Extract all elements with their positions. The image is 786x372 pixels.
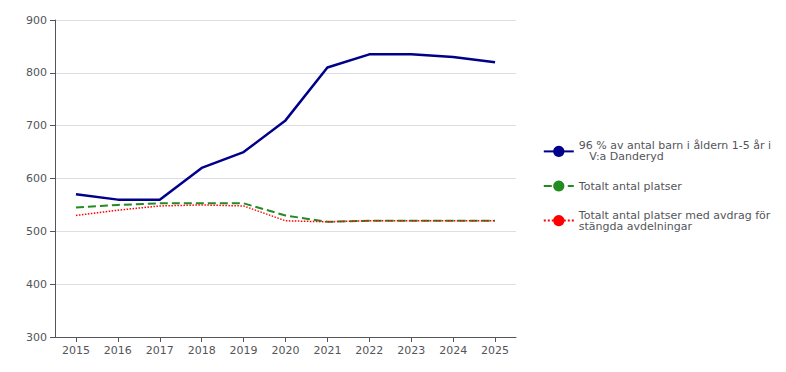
svg-text:2020: 2020	[272, 344, 300, 357]
svg-text:400: 400	[26, 278, 47, 291]
svg-text:700: 700	[26, 119, 47, 132]
svg-text:96 % av antal barn i åldern 1-: 96 % av antal barn i åldern 1-5 år i	[578, 139, 771, 153]
svg-text:2025: 2025	[481, 344, 509, 357]
svg-text:300: 300	[26, 331, 47, 344]
svg-text:2023: 2023	[397, 344, 425, 357]
svg-text:900: 900	[26, 14, 47, 27]
svg-text:600: 600	[26, 172, 47, 185]
svg-text:V:a Danderyd: V:a Danderyd	[579, 150, 664, 163]
svg-text:500: 500	[26, 225, 47, 238]
svg-text:2017: 2017	[146, 344, 174, 357]
svg-text:2024: 2024	[439, 344, 467, 357]
svg-text:Totalt antal platser med avdra: Totalt antal platser med avdrag för	[578, 208, 771, 222]
svg-text:2019: 2019	[230, 344, 258, 357]
svg-text:2022: 2022	[355, 344, 383, 357]
svg-text:2015: 2015	[62, 344, 90, 357]
svg-text:2021: 2021	[313, 344, 341, 357]
svg-text:2018: 2018	[188, 344, 216, 357]
svg-text:800: 800	[26, 66, 47, 79]
svg-text:stängda avdelningar: stängda avdelningar	[579, 220, 693, 233]
svg-text:Totalt antal platser: Totalt antal platser	[578, 180, 682, 193]
svg-text:2016: 2016	[104, 344, 132, 357]
